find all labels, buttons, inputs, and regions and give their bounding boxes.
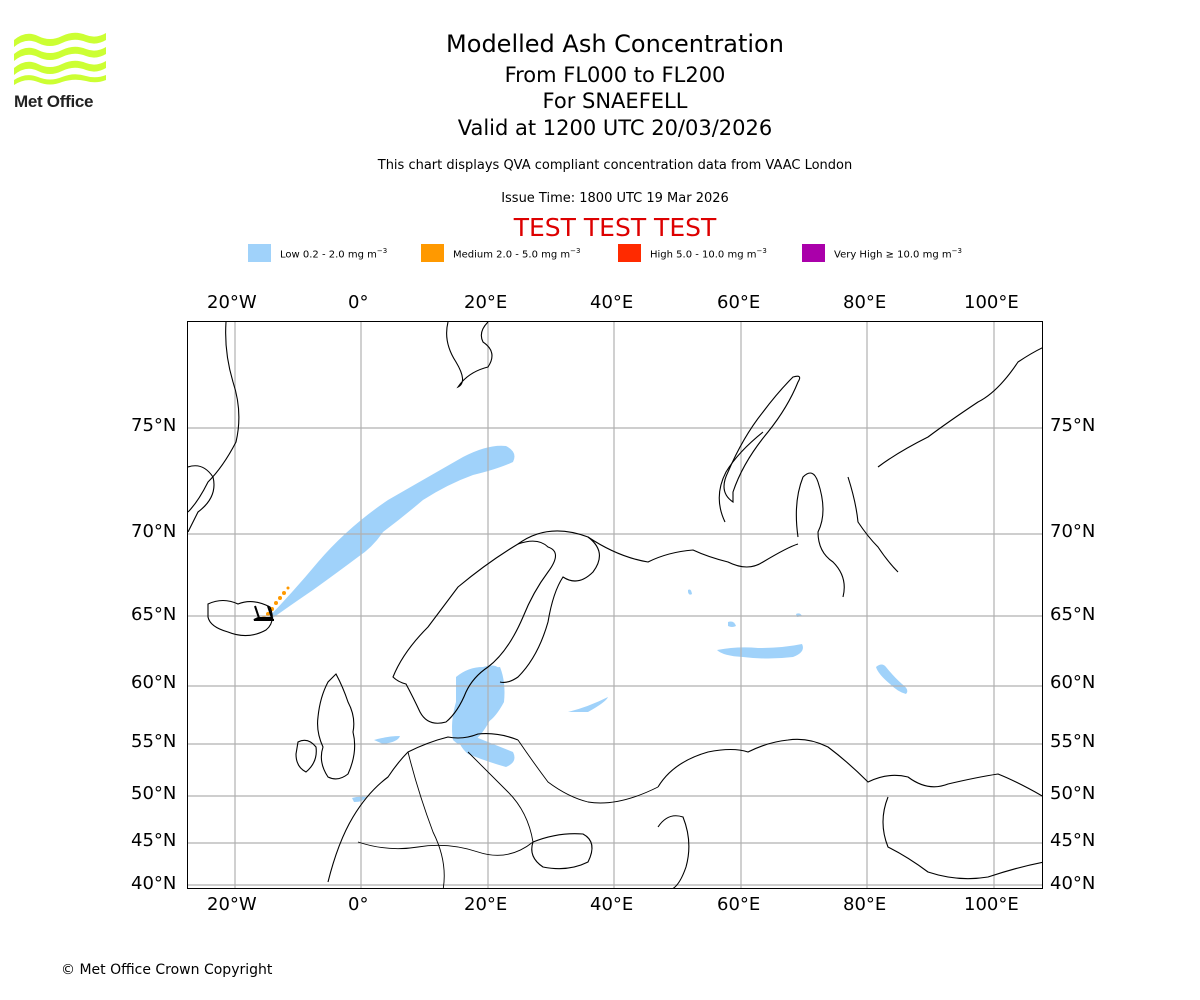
legend-label-low: Low 0.2 - 2.0 mg m bbox=[280, 249, 377, 261]
valid-time: Valid at 1200 UTC 20/03/2026 bbox=[457, 116, 773, 140]
lat-label-left: 70°N bbox=[131, 521, 177, 542]
test-banner: TEST TEST TEST bbox=[513, 213, 717, 242]
lon-label-bottom: 60°E bbox=[717, 894, 761, 915]
volcano-name: For SNAEFELL bbox=[542, 89, 688, 113]
chart-subtitle: This chart displays QVA compliant concen… bbox=[377, 158, 853, 173]
lat-label-right: 75°N bbox=[1050, 415, 1096, 436]
lon-label-top: 60°E bbox=[717, 292, 761, 313]
logo-text: Met Office bbox=[14, 92, 94, 111]
lon-label-top: 40°E bbox=[590, 292, 634, 313]
graticule bbox=[188, 322, 1042, 888]
lon-label-bottom: 20°E bbox=[464, 894, 508, 915]
swatch-very-high bbox=[802, 244, 825, 262]
lat-label-left: 40°N bbox=[131, 873, 177, 894]
legend-label-medium: Medium 2.0 - 5.0 mg m bbox=[453, 249, 571, 261]
lat-label-left: 55°N bbox=[131, 731, 177, 752]
met-office-logo: Met Office bbox=[14, 30, 108, 114]
lat-label-left: 50°N bbox=[131, 783, 177, 804]
flight-levels: From FL000 to FL200 bbox=[504, 63, 726, 87]
lat-label-right: 45°N bbox=[1050, 830, 1096, 851]
map-panel[interactable] bbox=[187, 321, 1043, 889]
lat-label-left: 60°N bbox=[131, 672, 177, 693]
lat-label-right: 40°N bbox=[1050, 873, 1096, 894]
met-office-waves-icon bbox=[14, 32, 106, 85]
lon-label-top: 20°E bbox=[464, 292, 508, 313]
lon-label-top: 0° bbox=[348, 292, 369, 313]
lon-label-bottom: 80°E bbox=[843, 894, 887, 915]
lat-label-left: 45°N bbox=[131, 830, 177, 851]
copyright: © Met Office Crown Copyright bbox=[61, 962, 273, 978]
chart-title: Modelled Ash Concentration bbox=[446, 30, 784, 58]
lat-label-right: 65°N bbox=[1050, 604, 1096, 625]
lat-label-right: 50°N bbox=[1050, 783, 1096, 804]
lat-label-right: 55°N bbox=[1050, 731, 1096, 752]
legend-label-very-high: Very High ≥ 10.0 mg m bbox=[834, 249, 952, 261]
lon-label-top: 80°E bbox=[843, 292, 887, 313]
lon-label-bottom: 20°W bbox=[207, 894, 257, 915]
swatch-medium bbox=[421, 244, 444, 262]
lat-label-right: 60°N bbox=[1050, 672, 1096, 693]
map-canvas bbox=[188, 322, 1042, 888]
lon-label-bottom: 40°E bbox=[590, 894, 634, 915]
lat-label-left: 75°N bbox=[131, 415, 177, 436]
lat-label-left: 65°N bbox=[131, 604, 177, 625]
coastlines bbox=[188, 322, 1042, 888]
issue-time: Issue Time: 1800 UTC 19 Mar 2026 bbox=[501, 191, 729, 206]
swatch-high bbox=[618, 244, 641, 262]
lon-label-bottom: 0° bbox=[348, 894, 369, 915]
legend-label-high: High 5.0 - 10.0 mg m bbox=[650, 249, 757, 261]
lon-label-top: 100°E bbox=[964, 292, 1019, 313]
lon-label-top: 20°W bbox=[207, 292, 257, 313]
swatch-low bbox=[248, 244, 271, 262]
lat-label-right: 70°N bbox=[1050, 521, 1096, 542]
lon-label-bottom: 100°E bbox=[964, 894, 1019, 915]
ash-low-areas bbox=[266, 445, 908, 802]
